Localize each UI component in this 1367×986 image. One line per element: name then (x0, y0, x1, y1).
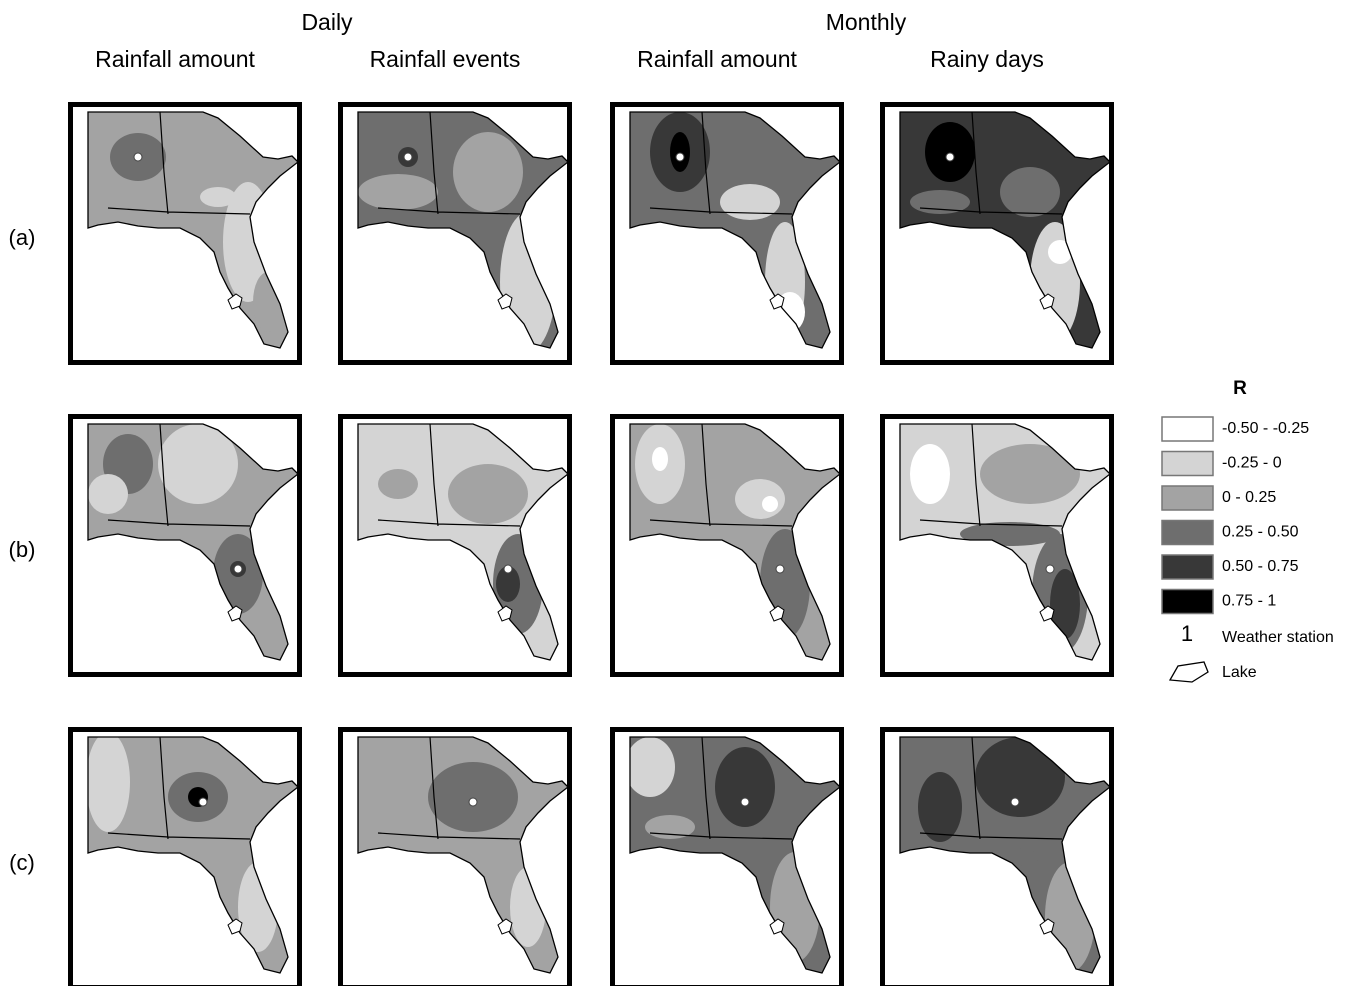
station-label: Weather station (1222, 629, 1334, 646)
map-panel (68, 414, 302, 677)
row-label: (a) (9, 225, 36, 250)
shade-zone (625, 737, 675, 797)
legend-swatch (1162, 486, 1213, 510)
legend-swatch (1162, 521, 1213, 545)
column-header: Rainfall amount (95, 46, 255, 72)
row-label: (c) (9, 850, 35, 875)
column-header: Rainfall amount (637, 46, 797, 72)
station (741, 798, 749, 806)
column-header: Rainfall events (370, 46, 521, 72)
shade-zone (358, 174, 438, 210)
lake-label: Lake (1222, 664, 1257, 681)
figure: Daily Monthly R -0.50 - -0.25 -0.25 - 0 0 … (0, 0, 1367, 986)
legend-label: -0.50 - -0.25 (1222, 420, 1309, 437)
map-panel (610, 102, 844, 365)
legend-label: -0.25 - 0 (1222, 455, 1282, 472)
station (776, 565, 784, 573)
lake-symbol (1170, 662, 1208, 682)
station (676, 153, 684, 161)
shade-zone (453, 132, 523, 212)
station (1011, 798, 1019, 806)
station (504, 565, 512, 573)
map-panel (880, 102, 1114, 365)
legend-swatch (1162, 590, 1213, 614)
shade-zone (925, 122, 975, 182)
legend-swatch (1162, 452, 1213, 476)
shade-zone (378, 469, 418, 499)
station-symbol: 1 (1181, 621, 1193, 646)
map-panel (338, 727, 572, 986)
shade-zone (720, 184, 780, 220)
legend-swatch (1162, 417, 1213, 441)
shade-zone (428, 762, 518, 832)
legend: -0.50 - -0.25 -0.25 - 0 0 - 0.25 0.25 - 0.5… (1162, 417, 1334, 682)
legend-label: 0.25 - 0.50 (1222, 524, 1299, 541)
column-header: Rainy days (930, 46, 1044, 72)
station (199, 798, 207, 806)
station (469, 798, 477, 806)
map-panel (68, 727, 302, 986)
legend-swatch (1162, 555, 1213, 579)
shade-zone (918, 772, 962, 842)
shade-zone (200, 187, 236, 207)
map-panel (880, 414, 1114, 677)
map-panel (68, 102, 302, 365)
legend-title: R (1233, 378, 1247, 399)
station (946, 153, 954, 161)
legend-label: 0 - 0.25 (1222, 489, 1276, 506)
shade-zone (88, 474, 128, 514)
shade-zone (652, 447, 668, 471)
map-panel (338, 414, 572, 677)
shade-zone (86, 732, 130, 832)
shade-zone (735, 479, 785, 519)
map-panel (610, 727, 844, 986)
shade-zone (448, 464, 528, 524)
group-header: Daily (301, 9, 353, 35)
group-header: Monthly (826, 9, 907, 35)
legend-label: 0.50 - 0.75 (1222, 558, 1299, 575)
station (234, 565, 242, 573)
row-label: (b) (9, 537, 36, 562)
shade-zone (715, 747, 775, 827)
panels (68, 102, 1114, 986)
shade-zone (910, 444, 950, 504)
map-panel (338, 102, 572, 365)
station (404, 153, 412, 161)
station (1046, 565, 1054, 573)
legend-label: 0.75 - 1 (1222, 593, 1276, 610)
shade-zone (670, 132, 690, 172)
shade-zone (762, 496, 778, 512)
map-panel (610, 414, 844, 677)
shade-zone (1000, 167, 1060, 217)
station (134, 153, 142, 161)
map-panel (880, 727, 1114, 986)
